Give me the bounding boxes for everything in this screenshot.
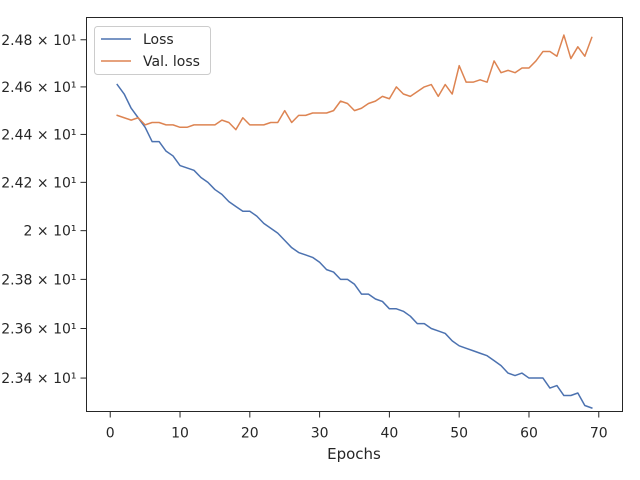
x-axis-label: Epochs — [327, 445, 381, 463]
y-tick-label: 2.46 × 10¹ — [1, 80, 76, 96]
x-tick-label: 60 — [520, 426, 538, 442]
y-tick-label: 2.36 × 10¹ — [1, 322, 76, 338]
y-tick-label: 2.42 × 10¹ — [1, 175, 76, 191]
plot-frame — [86, 17, 623, 412]
y-tick-label: 2 × 10¹ — [24, 224, 77, 240]
x-tick-label: 0 — [106, 426, 115, 442]
legend-label: Val. loss — [143, 54, 200, 70]
y-tick-label: 2.44 × 10¹ — [1, 127, 76, 143]
x-tick-label: 50 — [450, 426, 468, 442]
series-line-1 — [116, 83, 593, 409]
x-tick-label: 20 — [241, 426, 259, 442]
x-tick-label: 40 — [380, 426, 398, 442]
legend: Loss Val. loss — [94, 26, 211, 75]
legend-label: Loss — [143, 32, 174, 48]
y-tick-label: 2.34 × 10¹ — [1, 371, 76, 387]
x-tick-label: 30 — [311, 426, 329, 442]
y-tick-label: 2.38 × 10¹ — [1, 272, 76, 288]
y-axis: 2.34 × 10¹ 2.36 × 10¹ 2.38 × 10¹ 2 × 10¹ 2.4… — [1, 33, 87, 387]
series-line-2 — [116, 34, 593, 131]
y-tick-label: 2.48 × 10¹ — [1, 33, 76, 49]
x-tick-label: 10 — [171, 426, 189, 442]
series-layer — [116, 34, 593, 409]
x-axis: 0 10 20 30 40 50 60 70 — [106, 411, 608, 442]
x-tick-label: 70 — [590, 426, 608, 442]
